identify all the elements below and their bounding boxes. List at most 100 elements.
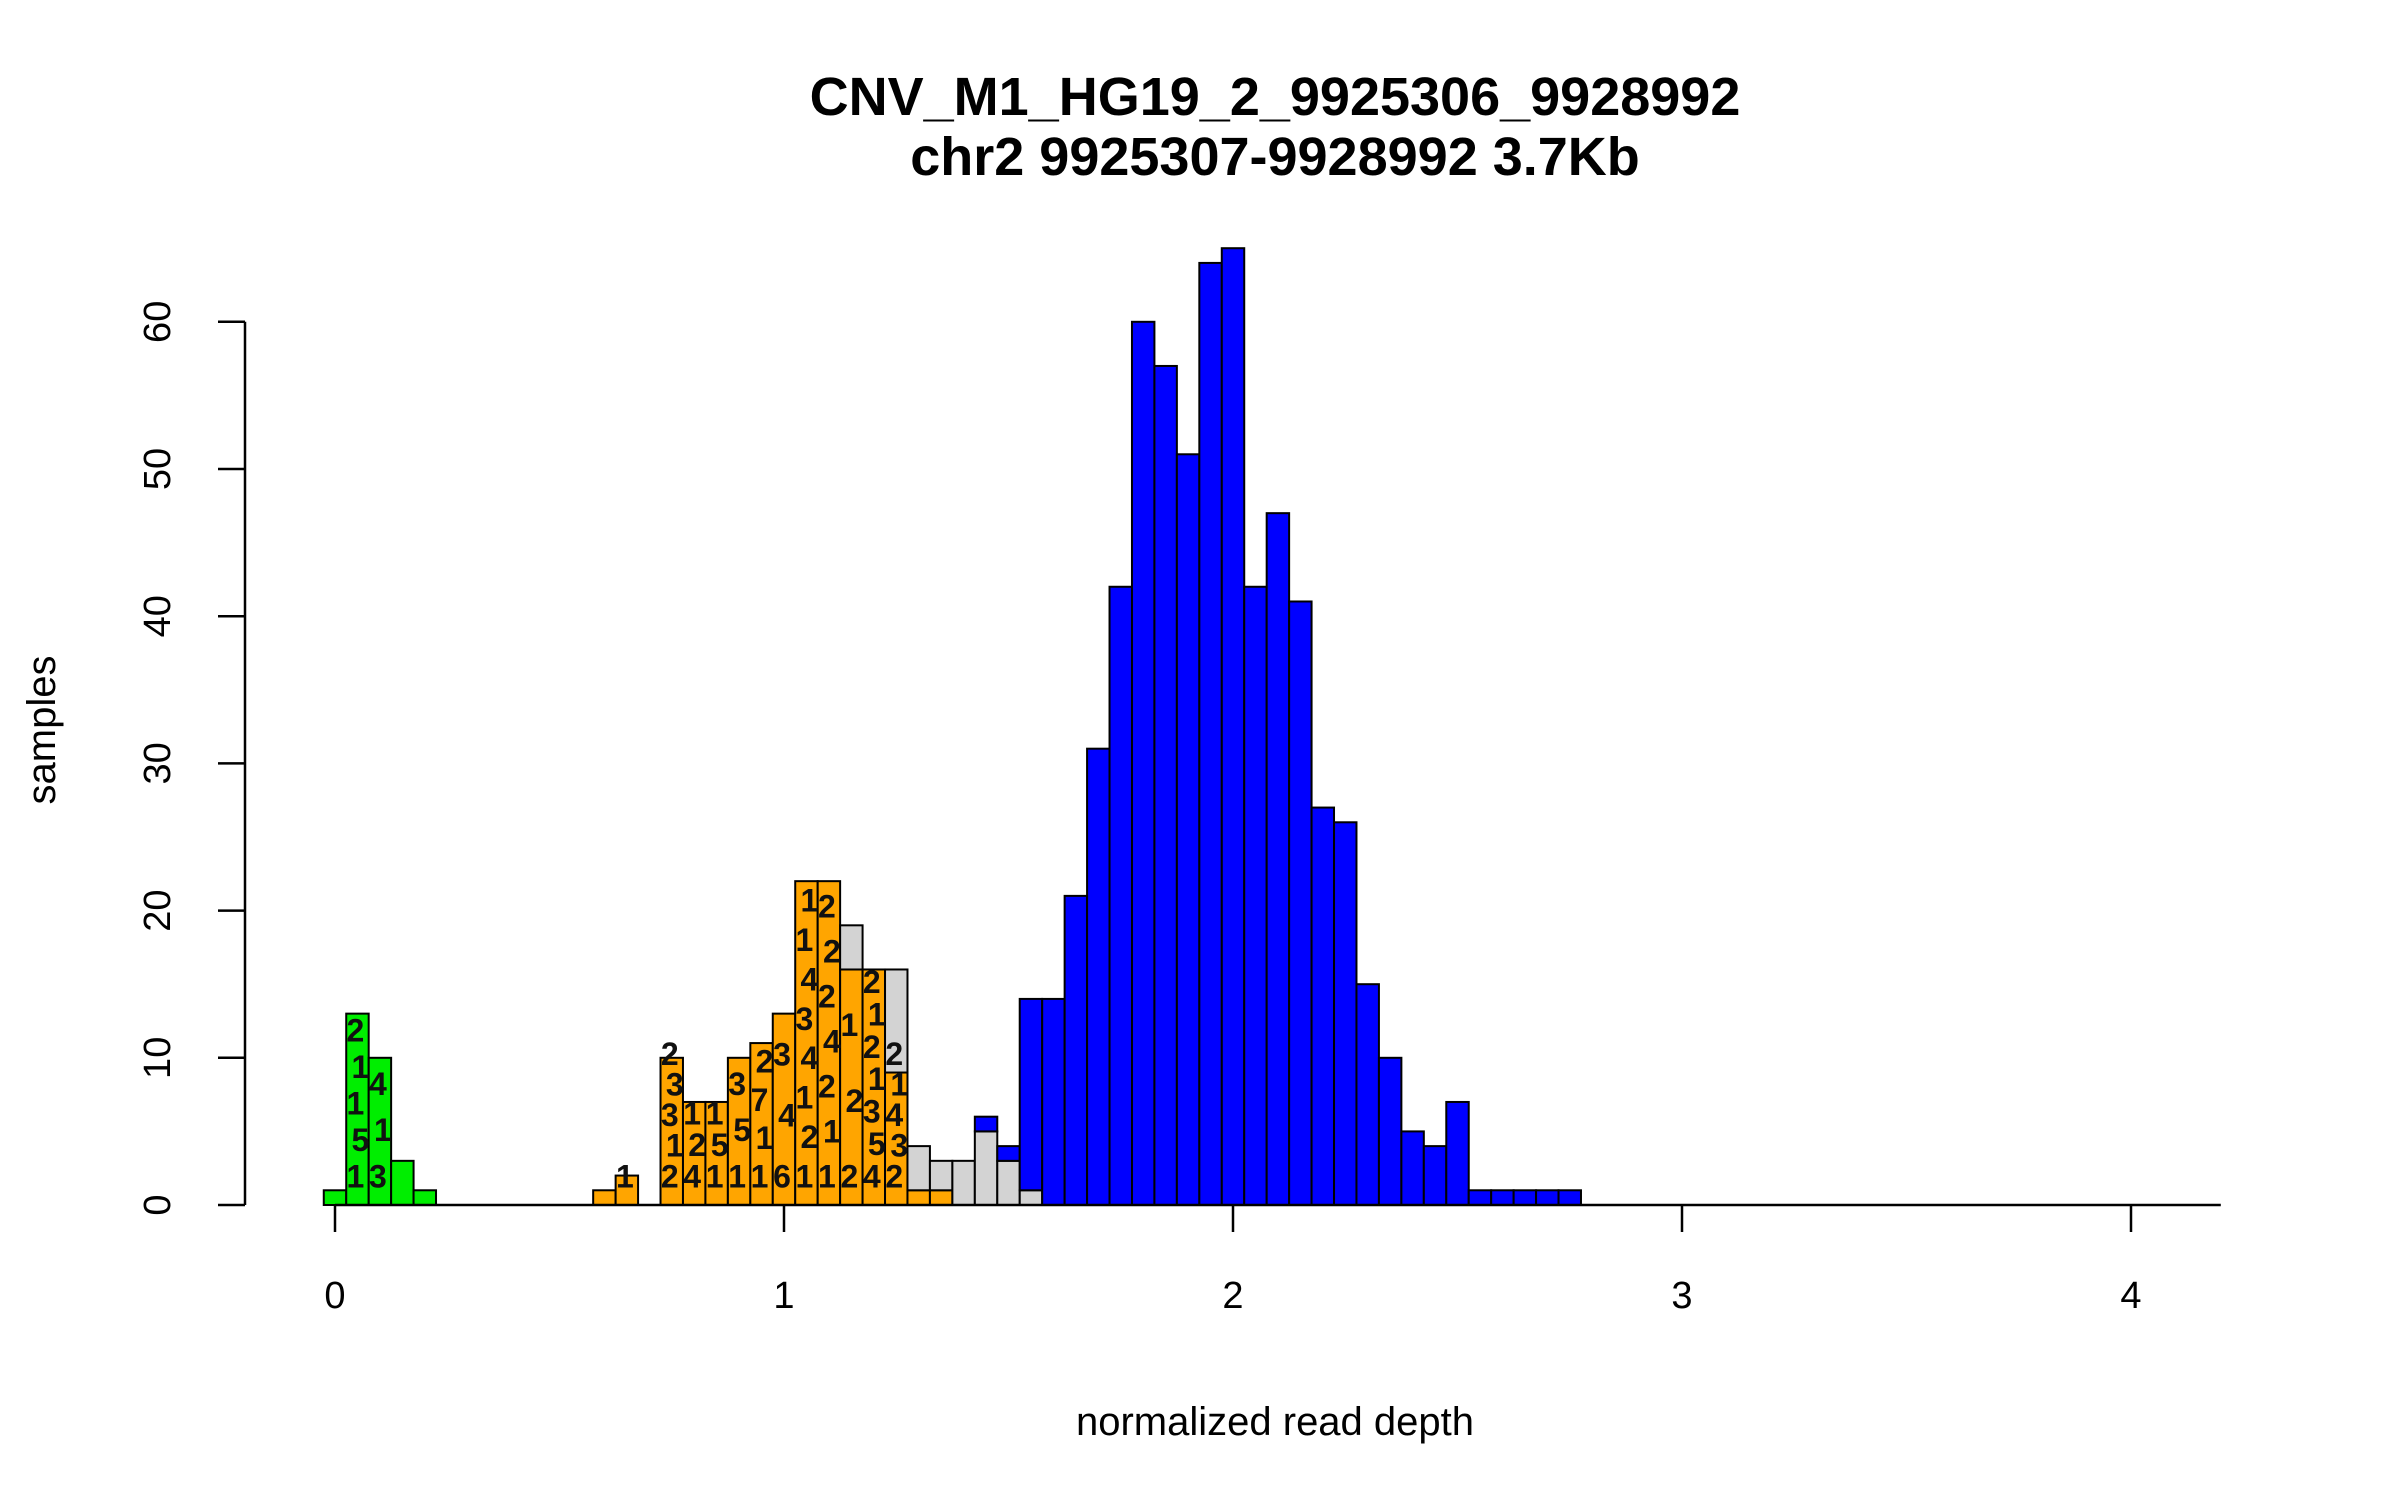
segment-label: 1 (706, 1096, 724, 1132)
bar-blue-3 (1041, 997, 1066, 1206)
bar-blue-26 (1557, 1189, 1582, 1207)
bar-blue-0 (973, 1115, 999, 1133)
bar-blue-13 (1265, 512, 1291, 1206)
segment-label: 1 (801, 883, 819, 919)
segment-label: 2 (885, 1158, 903, 1194)
x-tick-label: 2 (1222, 1275, 1243, 1317)
x-tick-label: 1 (773, 1275, 794, 1317)
segment-label: 1 (347, 1085, 365, 1121)
segment-label: 3 (863, 1094, 881, 1130)
segment-label: 2 (845, 1083, 863, 1119)
segment-label: 1 (868, 1061, 886, 1097)
bar-blue-9 (1175, 453, 1201, 1206)
segment-label: 4 (683, 1158, 701, 1194)
y-axis-label: samples (20, 656, 64, 805)
bar-blue-16 (1333, 821, 1358, 1207)
bar-grey-4 (951, 1159, 976, 1206)
segment-label: 5 (868, 1126, 886, 1162)
segment-label: 1 (796, 1158, 814, 1194)
bar-blue-23 (1490, 1189, 1515, 1207)
segment-label: 2 (661, 1036, 679, 1072)
bar-blue-24 (1512, 1189, 1538, 1207)
segment-label: 1 (890, 1066, 908, 1102)
segment-label: 3 (369, 1158, 387, 1194)
segment-label: 2 (688, 1127, 706, 1163)
segment-label: 1 (616, 1158, 634, 1194)
segment-label: 2 (823, 933, 841, 969)
segment-label: 1 (666, 1128, 684, 1164)
segment-label: 1 (751, 1158, 769, 1194)
segment-label: 1 (868, 996, 886, 1032)
y-tick-label: 10 (137, 1037, 179, 1079)
bar-grey-2 (906, 1145, 931, 1192)
bar-blue-15 (1310, 806, 1336, 1206)
y-tick-label: 60 (137, 301, 179, 343)
segment-label: 2 (863, 964, 881, 1000)
segment-label: 2 (885, 1036, 903, 1072)
segment-label: 3 (890, 1128, 908, 1164)
histogram-bars (322, 247, 1582, 1207)
segment-label: 2 (347, 1012, 365, 1048)
segment-label: 4 (823, 1023, 841, 1059)
bar-green-3 (390, 1159, 415, 1206)
bar-blue-17 (1355, 983, 1380, 1207)
segment-label: 2 (818, 978, 836, 1014)
bar-grey-0 (839, 924, 864, 971)
y-tick-label: 40 (137, 595, 179, 637)
bar-grey-5 (973, 1130, 999, 1207)
segment-label: 2 (756, 1044, 774, 1080)
bar-blue-22 (1467, 1189, 1493, 1207)
bar-blue-5 (1086, 747, 1111, 1206)
bar-blue-14 (1288, 600, 1313, 1206)
segment-label: 1 (683, 1096, 701, 1132)
segment-label: 1 (818, 1158, 836, 1194)
segment-label: 2 (818, 888, 836, 924)
x-axis-label: normalized read depth (1076, 1400, 1474, 1444)
bar-blue-11 (1220, 247, 1246, 1206)
bar-green-0 (322, 1189, 348, 1207)
bar-blue-18 (1377, 1056, 1403, 1207)
segment-label: 3 (773, 1037, 791, 1073)
bar-green-4 (412, 1189, 438, 1207)
segment-label: 1 (796, 922, 814, 958)
bar-grey-3 (928, 1159, 954, 1192)
bar-blue-4 (1063, 894, 1089, 1206)
segment-label: 3 (796, 1001, 814, 1037)
x-axis: 0 1 2 3 4 (324, 1203, 2221, 1317)
bar-blue-20 (1422, 1145, 1448, 1206)
segment-label: 4 (885, 1097, 903, 1133)
bar-blue-10 (1198, 261, 1223, 1207)
bar-grey-6 (996, 1159, 1021, 1206)
segment-label: 1 (352, 1049, 370, 1085)
y-axis: 0 10 20 30 40 50 60 (137, 301, 247, 1216)
x-tick-label: 0 (324, 1275, 345, 1317)
segment-label: 1 (728, 1158, 746, 1194)
segment-label: 2 (661, 1158, 679, 1194)
segment-label: 1 (347, 1158, 365, 1194)
x-tick-label: 4 (2120, 1275, 2141, 1317)
segment-label: 1 (840, 1007, 858, 1043)
segment-label: 3 (728, 1066, 746, 1102)
y-tick-label: 20 (137, 889, 179, 931)
bar-grey-7 (1018, 1189, 1044, 1207)
bar-grey-1 (884, 968, 909, 1074)
bar-blue-19 (1400, 1130, 1425, 1207)
segment-label: 4 (801, 1040, 819, 1076)
segment-label: 2 (801, 1119, 819, 1155)
segment-label: 6 (773, 1158, 791, 1194)
bar-blue-21 (1445, 1100, 1470, 1206)
segment-label: 1 (756, 1120, 774, 1156)
segment-label: 4 (801, 961, 819, 997)
chart-title: CNV_M1_HG19_2_9925306_9928992 (810, 67, 1741, 127)
segment-label: 1 (374, 1112, 392, 1148)
bar-blue-7 (1130, 320, 1156, 1206)
segment-label: 1 (706, 1158, 724, 1194)
segment-label: 5 (733, 1112, 751, 1148)
segment-label: 7 (751, 1082, 769, 1118)
segment-label: 4 (369, 1066, 387, 1102)
segment-label: 1 (796, 1080, 814, 1116)
segment-label: 5 (352, 1122, 370, 1158)
